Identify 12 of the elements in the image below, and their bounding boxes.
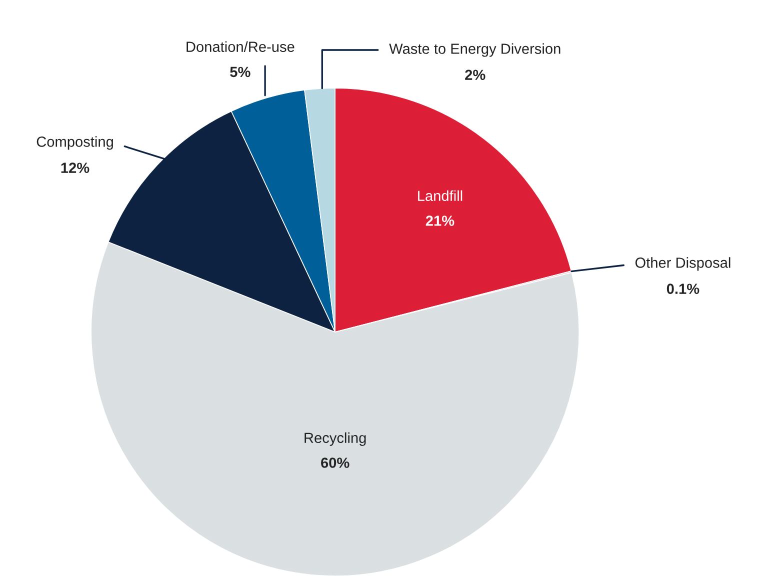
slice-label: Landfill <box>418 190 462 202</box>
slice-label: Composting <box>36 136 113 150</box>
data-label: 2% <box>465 70 486 80</box>
data-label: 5% <box>230 66 250 78</box>
data-label: 60% <box>321 458 350 468</box>
slice-label: Waste to Energy Diversion <box>389 43 560 57</box>
slice-label: Recycling <box>304 432 366 446</box>
data-label: 21% <box>426 216 454 226</box>
slice-label: Donation/Re-use <box>186 41 294 52</box>
data-label: 12% <box>61 162 90 173</box>
slice-label: Other Disposal <box>635 257 730 271</box>
data-label: 0.1% <box>666 284 700 294</box>
